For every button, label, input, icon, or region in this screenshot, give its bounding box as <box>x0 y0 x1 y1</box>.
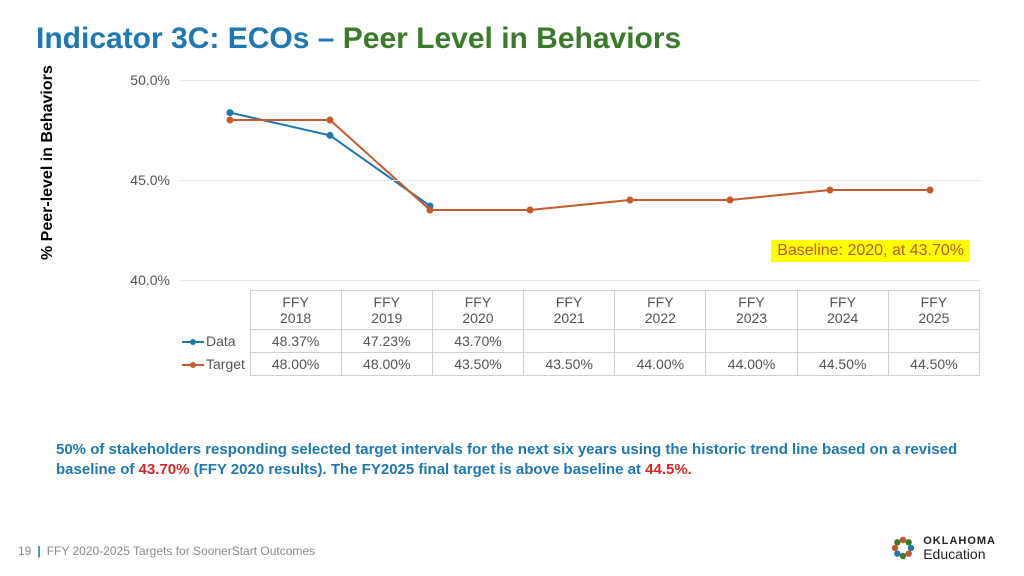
table-col-header: FFY2023 <box>706 291 797 330</box>
logo-line1: OKLAHOMA <box>923 536 996 547</box>
table-cell: 47.23% <box>341 330 432 353</box>
logo-burst-icon <box>889 534 917 562</box>
table-col-header: FFY2024 <box>797 291 888 330</box>
y-tick-label: 40.0% <box>130 272 170 288</box>
gridline <box>180 80 980 81</box>
caption: 50% of stakeholders responding selected … <box>56 440 976 481</box>
plot-area: Baseline: 2020, at 43.70% 40.0%45.0%50.0… <box>180 80 980 280</box>
footer: 19|FFY 2020-2025 Targets for SoonerStart… <box>18 544 315 558</box>
table-col-header: FFY2025 <box>888 291 979 330</box>
series-marker <box>227 109 234 116</box>
series-marker <box>327 132 334 139</box>
y-axis-label: % Peer-level in Behaviors <box>39 65 57 260</box>
table-cell <box>706 330 797 353</box>
series-marker <box>827 187 834 194</box>
logo-text: OKLAHOMA Education <box>923 536 996 561</box>
table-cell: 44.50% <box>888 353 979 376</box>
table-cell: 48.00% <box>341 353 432 376</box>
table-cell: 44.00% <box>706 353 797 376</box>
logo-line2: Education <box>923 547 996 561</box>
series-marker <box>427 207 434 214</box>
data-table: FFY2018FFY2019FFY2020FFY2021FFY2022FFY20… <box>180 290 980 376</box>
table-col-header: FFY2021 <box>524 291 615 330</box>
table-cell: 43.70% <box>432 330 523 353</box>
table-cell: 43.50% <box>524 353 615 376</box>
table-cell <box>797 330 888 353</box>
title-part2: Peer Level in Behaviors <box>343 22 682 55</box>
table-col-header: FFY2022 <box>615 291 706 330</box>
table-cell: 44.50% <box>797 353 888 376</box>
series-marker <box>627 197 634 204</box>
caption-red2: 44.5%. <box>645 461 692 478</box>
table-col-header: FFY2019 <box>341 291 432 330</box>
page-title: Indicator 3C: ECOs – Peer Level in Behav… <box>36 22 681 56</box>
table-cell: 43.50% <box>432 353 523 376</box>
caption-mid: (FFY 2020 results). The FY2025 final tar… <box>189 461 645 478</box>
table-cell <box>615 330 706 353</box>
series-line <box>230 120 930 210</box>
footer-text: FFY 2020-2025 Targets for SoonerStart Ou… <box>47 544 315 558</box>
title-part1: Indicator 3C: ECOs – <box>36 22 343 55</box>
gridline <box>180 280 980 281</box>
y-tick-label: 50.0% <box>130 72 170 88</box>
series-marker <box>227 117 234 124</box>
gridline <box>180 180 980 181</box>
table-cell: 48.00% <box>250 353 341 376</box>
table-cell <box>888 330 979 353</box>
series-marker <box>927 187 934 194</box>
legend-item: Target <box>180 353 250 376</box>
chart: Baseline: 2020, at 43.70% 40.0%45.0%50.0… <box>100 80 980 460</box>
series-marker <box>727 197 734 204</box>
table-cell <box>524 330 615 353</box>
table-cell: 48.37% <box>250 330 341 353</box>
series-line <box>230 113 430 206</box>
logo: OKLAHOMA Education <box>889 534 996 562</box>
table-cell: 44.00% <box>615 353 706 376</box>
caption-red1: 43.70% <box>139 461 190 478</box>
y-tick-label: 45.0% <box>130 172 170 188</box>
baseline-annotation: Baseline: 2020, at 43.70% <box>771 240 970 262</box>
series-marker <box>527 207 534 214</box>
page-number: 19 <box>18 544 31 558</box>
series-marker <box>327 117 334 124</box>
table-col-header: FFY2020 <box>432 291 523 330</box>
legend-item: Data <box>180 330 250 353</box>
table-col-header: FFY2018 <box>250 291 341 330</box>
